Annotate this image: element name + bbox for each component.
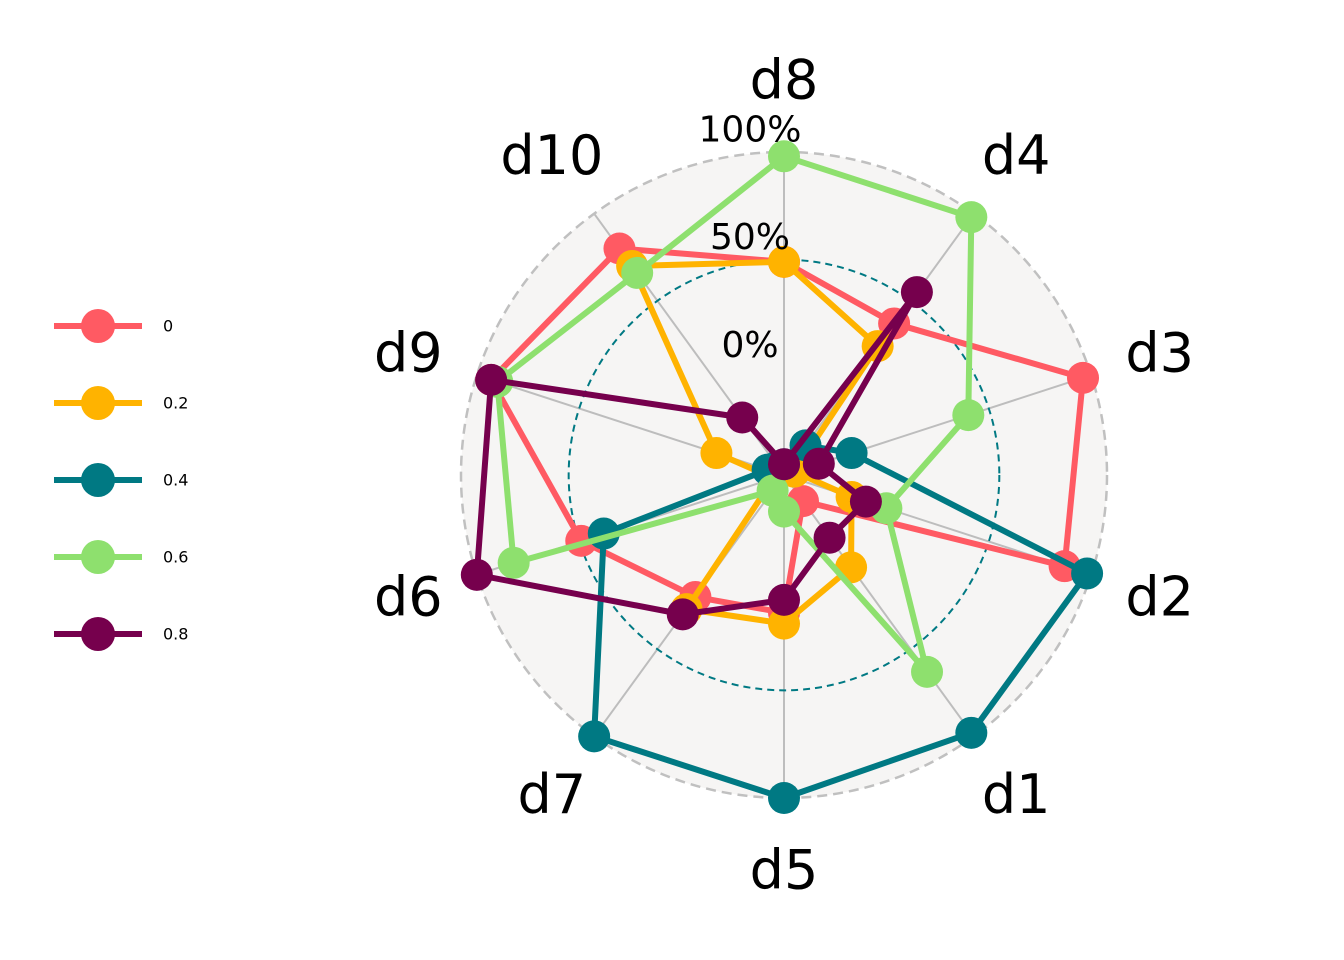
point-0.6-d3	[952, 399, 985, 432]
radar-series	[460, 140, 1104, 814]
legend-swatch-marker	[81, 386, 115, 420]
axis-label-d1: d1	[982, 763, 1051, 826]
point-0.8-d5	[768, 583, 800, 616]
point-0.6-d4	[955, 201, 988, 234]
point-0.8-d9	[475, 363, 508, 396]
axis-label-d10: d10	[500, 124, 603, 187]
point-0.8-d8	[768, 448, 800, 481]
legend-swatch-marker	[81, 463, 115, 497]
point-0.6-d6	[497, 546, 530, 579]
legend-item-0: 0	[54, 309, 173, 343]
axis-label-d8: d8	[750, 49, 819, 112]
legend-swatch-marker	[81, 617, 115, 651]
point-0.8-d6	[460, 558, 493, 591]
point-0.8-d10	[726, 401, 759, 434]
radial-tick-labels: 0% 50% 100%	[699, 110, 802, 366]
point-0.4-d7	[578, 720, 611, 753]
legend-item-0.8: 0.8	[54, 617, 188, 651]
axis-label-d7: d7	[518, 763, 587, 826]
axis-labels: d8 d4 d3 d2 d1 d5 d7 d6 d9 d10	[374, 49, 1194, 902]
legend-swatch-marker	[81, 309, 115, 343]
series-0.8	[460, 276, 933, 631]
point-0.4-d2	[1071, 557, 1104, 590]
axis-label-d2: d2	[1125, 566, 1194, 629]
point-0.6-d8	[768, 140, 800, 173]
point-0.6-d7	[756, 474, 789, 507]
legend-label: 0	[163, 317, 173, 336]
legend-item-0.4: 0.4	[54, 463, 188, 497]
tick-label-100: 100%	[699, 110, 802, 151]
series-0.6	[481, 140, 988, 688]
axis-label-d3: d3	[1125, 321, 1194, 384]
point-0.6-d1	[911, 655, 944, 688]
legend-item-0.2: 0.2	[54, 386, 188, 420]
axis-label-d5: d5	[750, 839, 819, 902]
axis-label-d6: d6	[374, 566, 443, 629]
axis-label-d9: d9	[374, 321, 443, 384]
point-0.8-d1	[813, 521, 846, 554]
point-0.8-d7	[666, 598, 699, 631]
point-0.4-d1	[955, 716, 988, 749]
spoke-d3	[783, 374, 1092, 476]
point-0-d3	[1066, 361, 1099, 394]
legend-item-0.6: 0.6	[54, 540, 188, 574]
point-0.6-d10	[621, 256, 654, 289]
point-0.8-d2	[849, 485, 882, 518]
legend: 0 0.2 0.4 0.6 0.8	[54, 309, 188, 651]
legend-label: 0.8	[163, 625, 188, 644]
legend-label: 0.6	[163, 548, 188, 567]
legend-label: 0.2	[163, 394, 188, 413]
axis-label-d4: d4	[982, 124, 1051, 187]
point-0.4-d3	[835, 437, 868, 470]
point-0.4-d5	[768, 782, 800, 814]
spoke-d1	[783, 474, 975, 737]
legend-label: 0.4	[163, 471, 188, 490]
tick-label-50: 50%	[710, 217, 790, 258]
point-0.2-d9	[700, 437, 733, 470]
tick-label-0: 0%	[721, 325, 778, 366]
point-0.2-d5	[768, 607, 800, 640]
point-0.2-d8	[768, 245, 800, 278]
legend-swatch-marker	[81, 540, 115, 574]
point-0.8-d3	[802, 447, 835, 480]
point-0.8-d4	[900, 276, 933, 309]
